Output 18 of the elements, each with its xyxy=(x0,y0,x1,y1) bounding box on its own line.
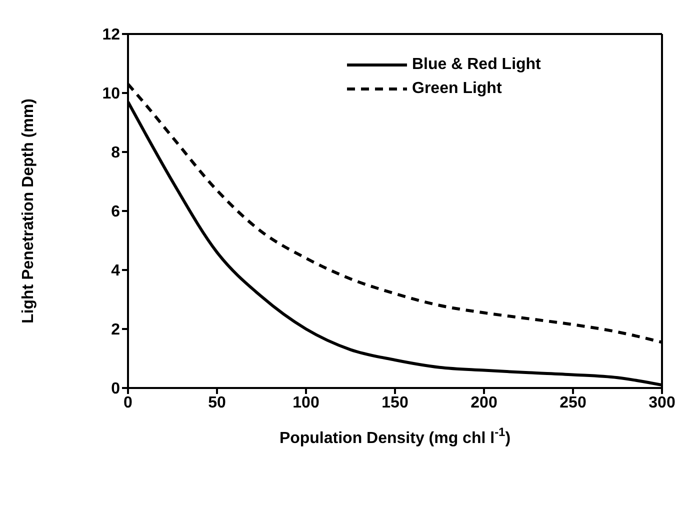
x-tick-label: 0 xyxy=(124,394,133,412)
y-tick-label: 8 xyxy=(111,144,120,162)
x-axis-title: Population Density (mg chl l$^{-1}$) xyxy=(279,425,511,447)
x-tick-label: 250 xyxy=(560,394,586,412)
y-tick-label: 0 xyxy=(111,380,120,398)
x-tick-label: 50 xyxy=(208,394,226,412)
y-tick-label: 2 xyxy=(111,322,120,339)
x-tick-label: 200 xyxy=(470,394,498,412)
x-tick-label: 300 xyxy=(648,394,676,412)
y-axis-title: Light Penetration Depth (mm) xyxy=(20,98,37,324)
y-tick-label: 12 xyxy=(102,26,120,44)
legend-label: Blue & Red Light xyxy=(412,55,541,75)
y-tick-label: 6 xyxy=(111,204,120,221)
legend-label: Green Light xyxy=(412,79,502,99)
x-tick-label: 100 xyxy=(292,394,320,412)
y-tick-label: 10 xyxy=(102,86,120,103)
y-tick-label: 4 xyxy=(111,262,120,280)
x-tick-label: 150 xyxy=(382,394,408,412)
